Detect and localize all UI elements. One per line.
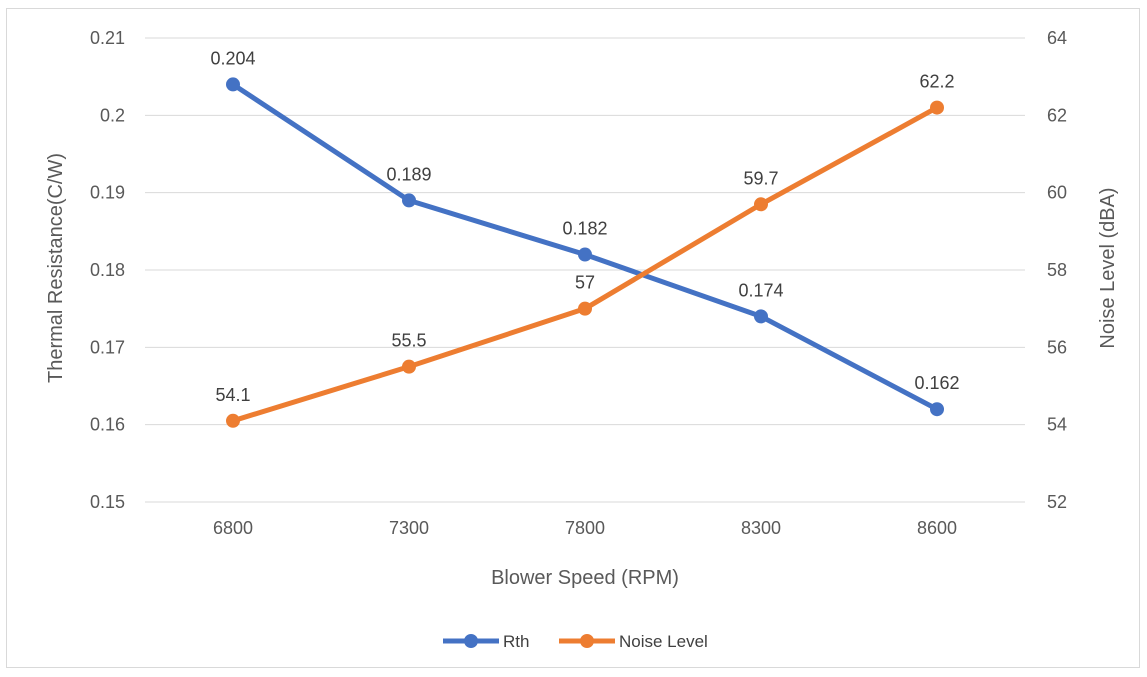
data-point <box>578 301 592 316</box>
legend-label: Noise Level <box>619 632 708 651</box>
chart-area <box>6 8 1140 668</box>
data-point <box>930 100 944 115</box>
series-layer <box>226 77 944 428</box>
data-label: 62.2 <box>919 72 954 92</box>
left-axis-title: Thermal Resistance(C/W) <box>45 153 67 383</box>
legend-label: Rth <box>503 632 529 651</box>
data-label: 57 <box>575 273 595 293</box>
data-label: 0.182 <box>562 219 607 239</box>
right-axis-ticks: 52 54 56 58 60 62 64 <box>1047 28 1067 512</box>
data-label: 55.5 <box>391 331 426 351</box>
data-point <box>402 359 416 374</box>
right-tick-label: 54 <box>1047 415 1067 435</box>
x-axis-title: Blower Speed (RPM) <box>491 567 679 589</box>
legend-swatch-marker <box>580 634 594 648</box>
right-tick-label: 64 <box>1047 28 1067 48</box>
data-label: 59.7 <box>743 168 778 188</box>
legend-swatch-marker <box>464 634 478 648</box>
data-point <box>226 77 240 92</box>
data-label: 54.1 <box>215 385 250 405</box>
right-tick-label: 60 <box>1047 183 1067 203</box>
data-label: 0.162 <box>914 373 959 393</box>
x-tick-label: 7300 <box>389 518 429 538</box>
right-tick-label: 58 <box>1047 260 1067 280</box>
data-point <box>402 193 416 208</box>
left-tick-label: 0.16 <box>90 415 125 435</box>
x-tick-label: 6800 <box>213 518 253 538</box>
data-point <box>578 247 592 262</box>
data-point <box>754 197 768 212</box>
gridlines <box>145 37 1025 503</box>
left-tick-label: 0.21 <box>90 28 125 48</box>
left-axis-ticks: 0.15 0.16 0.17 0.18 0.19 0.2 0.21 <box>90 28 125 512</box>
left-tick-label: 0.18 <box>90 260 125 280</box>
data-point <box>226 413 240 428</box>
x-tick-label: 8300 <box>741 518 781 538</box>
data-label: 0.174 <box>738 280 783 300</box>
right-axis-title: Noise Level (dBA) <box>1097 187 1119 348</box>
x-tick-label: 8600 <box>917 518 957 538</box>
x-axis-ticks: 6800 7300 7800 8300 8600 <box>213 518 957 538</box>
right-tick-label: 56 <box>1047 337 1067 357</box>
data-point <box>930 402 944 417</box>
data-labels: 0.204 0.189 0.182 0.174 0.162 54.1 55.5 57 59.7 6… <box>210 48 959 404</box>
x-tick-label: 7800 <box>565 518 605 538</box>
left-tick-label: 0.17 <box>90 337 125 357</box>
right-tick-label: 62 <box>1047 105 1067 125</box>
left-tick-label: 0.19 <box>90 183 125 203</box>
right-tick-label: 52 <box>1047 492 1067 512</box>
legend: Rth Noise Level <box>443 632 708 651</box>
left-tick-label: 0.2 <box>100 105 125 125</box>
data-point <box>754 309 768 324</box>
data-label: 0.189 <box>386 164 431 184</box>
left-tick-label: 0.15 <box>90 492 125 512</box>
data-label: 0.204 <box>210 48 255 68</box>
series-line-0 <box>230 81 940 412</box>
